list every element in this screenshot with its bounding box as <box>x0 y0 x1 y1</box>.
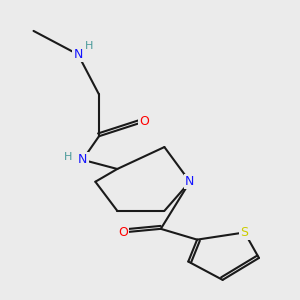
Text: N: N <box>73 48 83 61</box>
Text: N: N <box>78 153 87 166</box>
Text: S: S <box>241 226 248 239</box>
Text: H: H <box>85 41 94 51</box>
Text: O: O <box>140 115 149 128</box>
Text: H: H <box>64 152 72 161</box>
Text: N: N <box>185 175 195 188</box>
Text: O: O <box>118 226 128 239</box>
